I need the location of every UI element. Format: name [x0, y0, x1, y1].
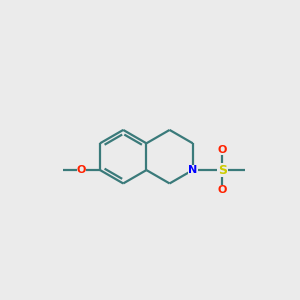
Text: O: O [218, 145, 227, 155]
Text: S: S [218, 164, 227, 177]
Text: O: O [76, 165, 86, 175]
Text: O: O [218, 185, 227, 195]
Text: N: N [188, 165, 197, 175]
